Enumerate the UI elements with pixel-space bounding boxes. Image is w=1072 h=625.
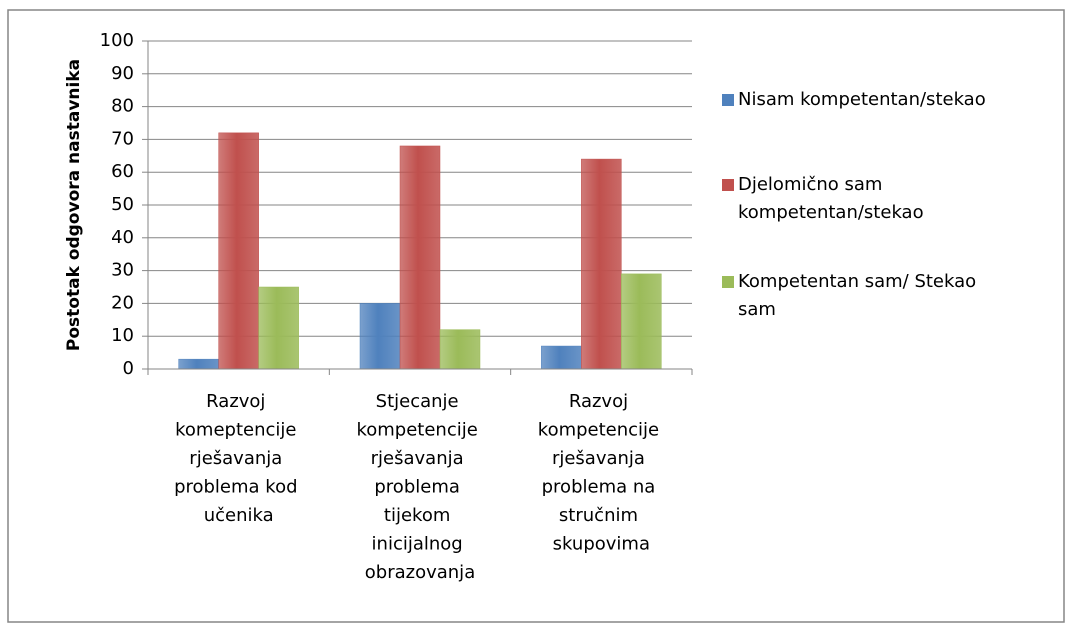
legend-label: Nisam kompetentan/stekao: [738, 89, 986, 110]
bar: [258, 286, 299, 370]
x-tick-label: Razvoj kompetencije rješavanja problema …: [538, 391, 665, 555]
bar: [621, 273, 662, 370]
legend-marker: [722, 179, 734, 191]
x-tick-label: Stjecanje kompetencije rješavanja proble…: [356, 391, 483, 583]
bar: [218, 132, 259, 370]
y-tick-label: 10: [111, 325, 134, 346]
y-tick-label: 50: [111, 194, 134, 215]
y-tick-label: 40: [111, 227, 134, 248]
bar: [541, 345, 582, 370]
legend-marker: [722, 276, 734, 288]
bar: [439, 329, 481, 370]
legend-marker: [722, 94, 734, 106]
bar: [399, 145, 441, 370]
legend-label: Kompetentan sam/ Stekao sam: [738, 271, 982, 320]
bar: [178, 358, 219, 370]
y-tick-label: 100: [100, 30, 134, 51]
y-tick-label: 70: [111, 128, 134, 149]
y-axis-title: Postotak odgovora nastavnika: [64, 59, 84, 351]
y-tick-label: 60: [111, 161, 134, 182]
x-tick-label: Razvoj komeptencije rješavanja problema …: [174, 391, 303, 526]
y-tick-label: 30: [111, 260, 134, 281]
legend-label: Djelomično sam kompetentan/stekao: [738, 174, 924, 223]
y-tick-label: 20: [111, 292, 134, 313]
y-tick-label: 80: [111, 96, 134, 117]
bar: [359, 303, 401, 370]
y-tick-label: 90: [111, 63, 134, 84]
bar: [581, 158, 622, 370]
chart-border: [7, 9, 1065, 623]
y-tick-label: 0: [123, 358, 134, 379]
